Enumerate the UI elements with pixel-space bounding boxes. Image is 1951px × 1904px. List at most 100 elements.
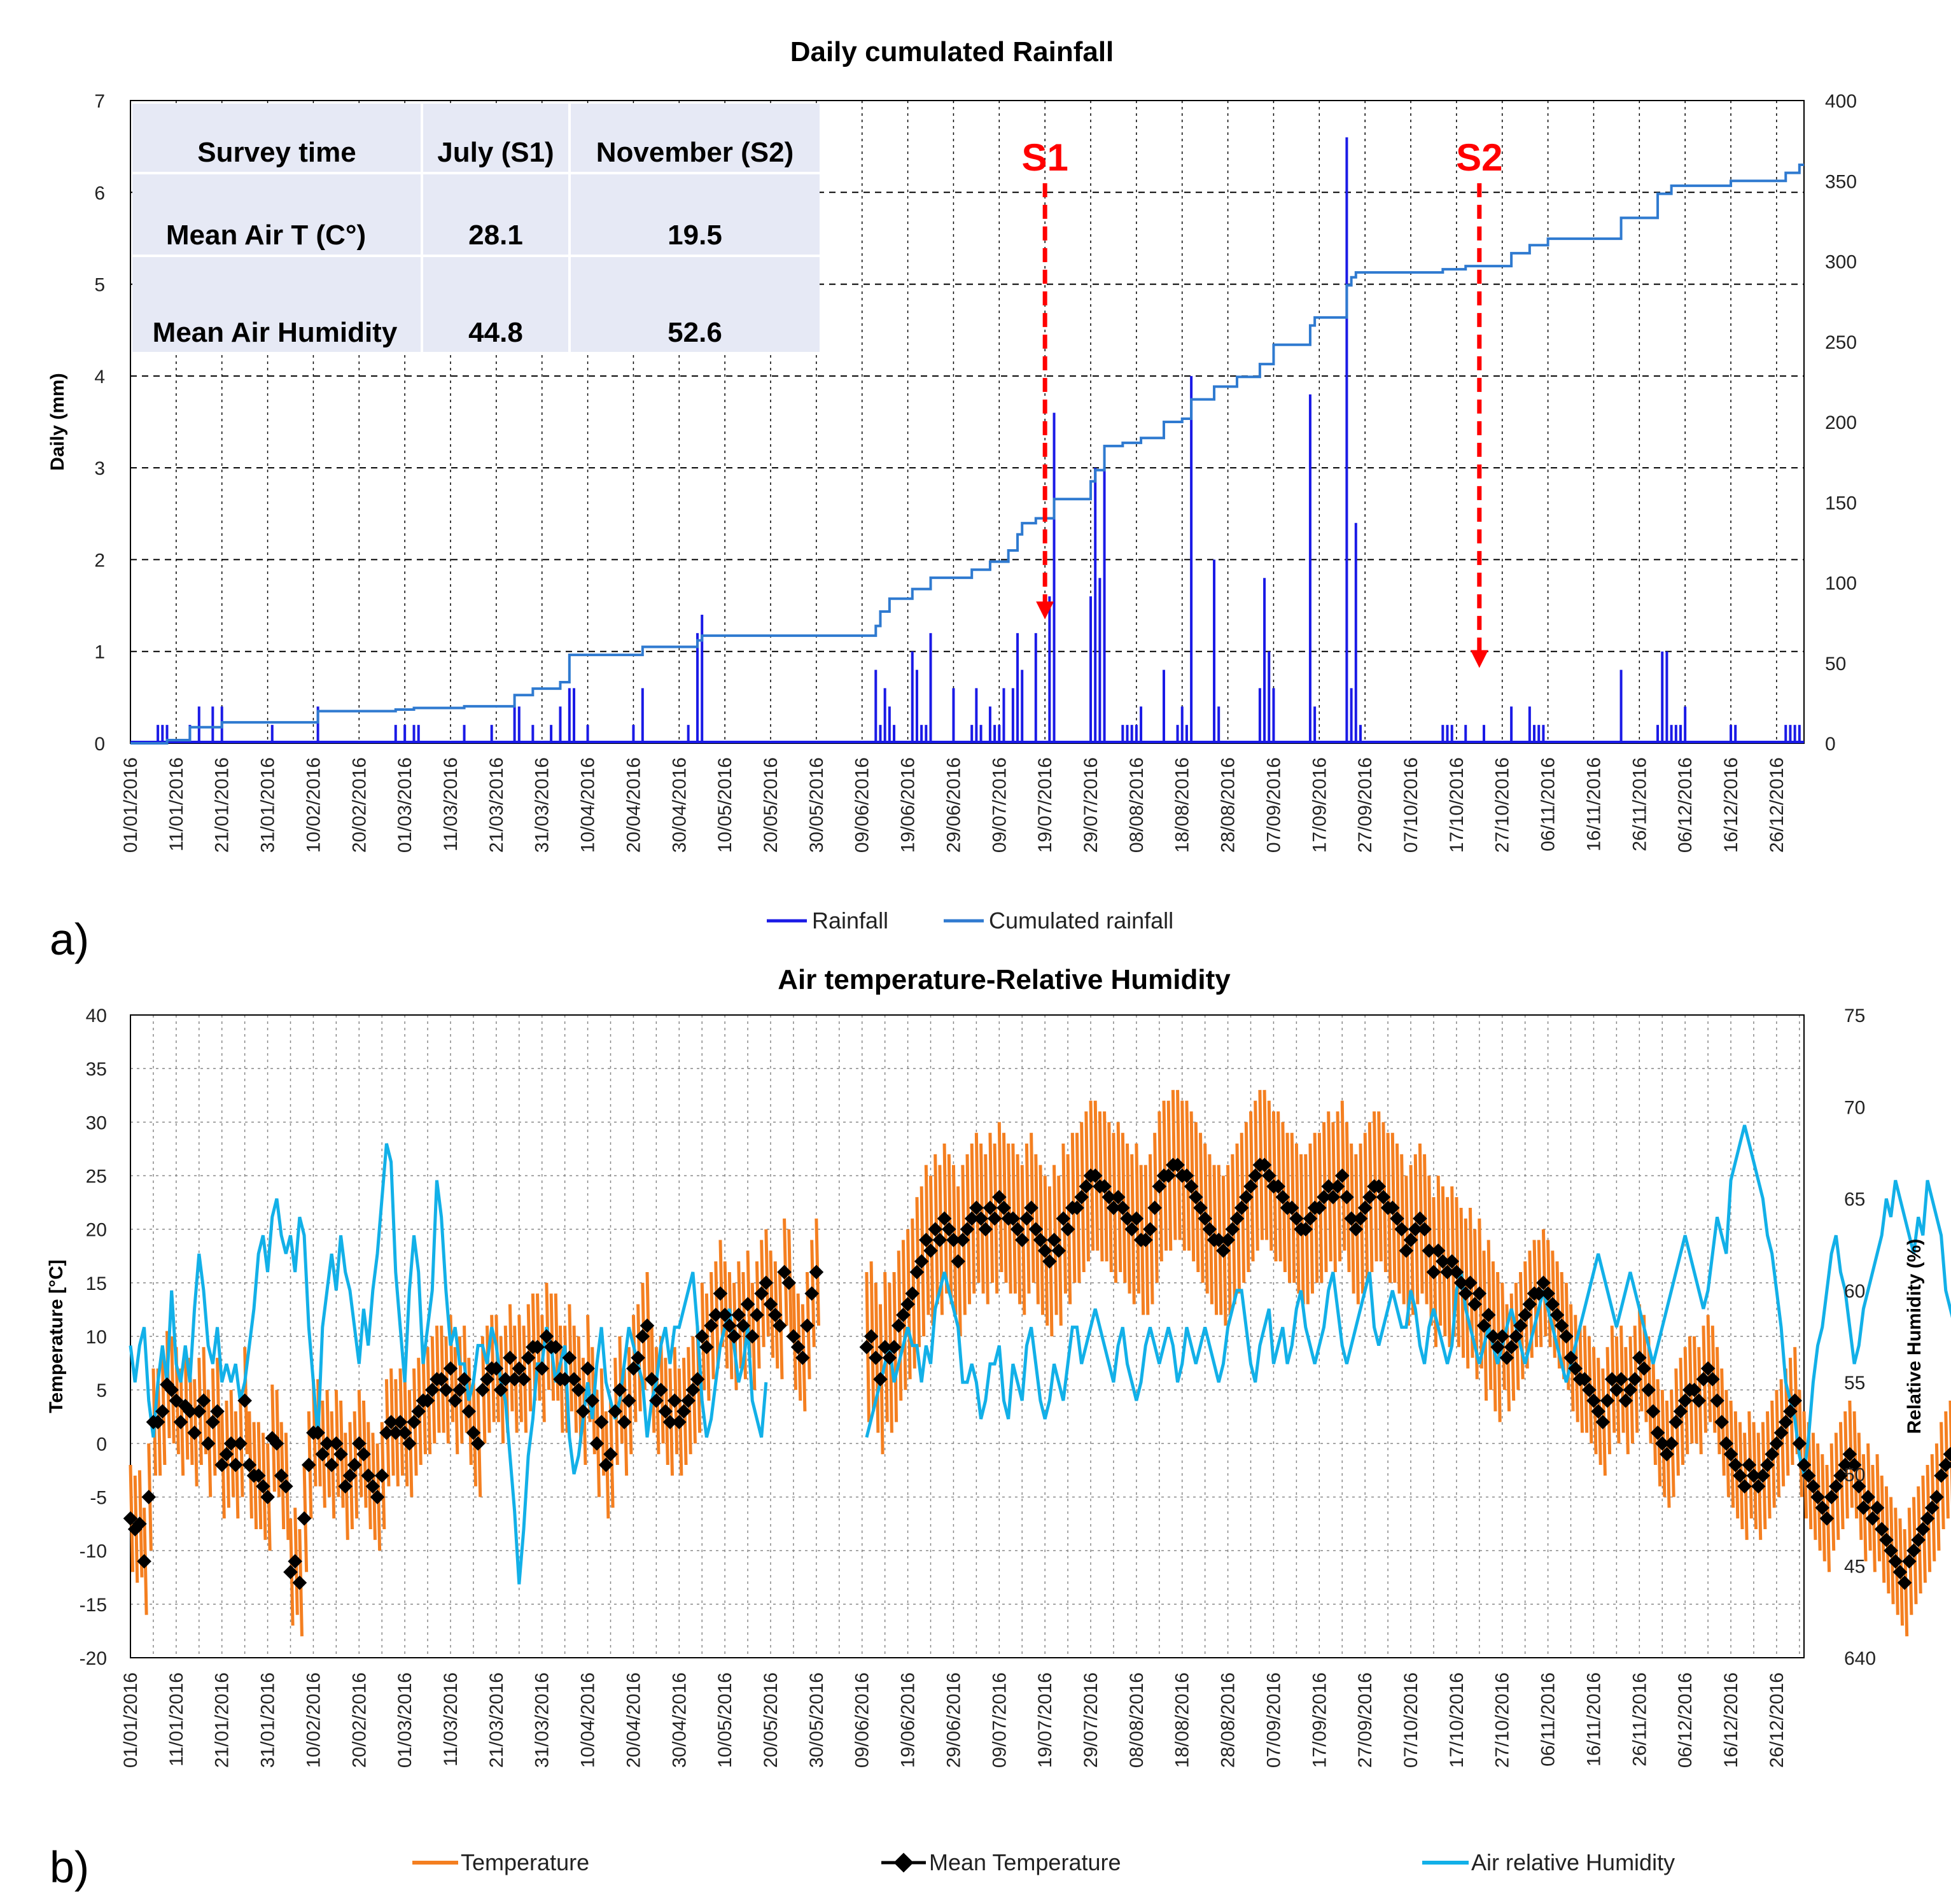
- mean-temperature-point: [750, 1308, 764, 1322]
- mean-temperature-point: [1161, 1168, 1176, 1183]
- mean-temperature-point: [671, 1415, 687, 1429]
- mean-temperature-point: [256, 1479, 270, 1494]
- temperature-x-tick-label: 20/04/2016: [623, 1672, 644, 1768]
- mean-temperature-point: [658, 1404, 673, 1419]
- rainfall-x-tick-label: 16/12/2016: [1721, 757, 1742, 853]
- temperature-chart-title: Air temperature-Relative Humidity: [778, 964, 1231, 995]
- mean-temperature-point: [1892, 1565, 1908, 1579]
- mean-temperature-point: [868, 1350, 883, 1365]
- mean-temperature-point: [878, 1340, 892, 1355]
- temperature-x-tick-label: 17/09/2016: [1309, 1672, 1330, 1768]
- rainfall-y-tick-label: 0: [94, 734, 105, 755]
- rainfall-x-tick-label: 01/01/2016: [120, 757, 141, 853]
- mean-temperature-point: [1865, 1511, 1880, 1526]
- mean-temperature-point: [1239, 1189, 1254, 1205]
- rainfall-x-tick-label: 27/10/2016: [1492, 757, 1513, 853]
- mean-temperature-point: [585, 1393, 600, 1408]
- rainfall-y-tick-label: 5: [94, 275, 105, 296]
- mean-temperature-point: [507, 1372, 522, 1387]
- mean-temperature-point: [351, 1436, 367, 1451]
- rainfall-x-tick-label: 08/08/2016: [1126, 757, 1147, 853]
- mean-temperature-point: [1321, 1179, 1336, 1194]
- temperature-x-tick-label: 31/03/2016: [532, 1672, 553, 1768]
- mean-temperature-point: [384, 1415, 398, 1429]
- cumulated-y-ticks: 0 50 100 150 200 250 300 350 400: [1825, 91, 1857, 755]
- mean-temperature-point: [1513, 1318, 1528, 1333]
- mean-temperature-point: [804, 1286, 819, 1301]
- temperature-x-tick-label: 29/06/2016: [943, 1672, 964, 1768]
- mean-temperature-point: [1646, 1404, 1661, 1419]
- rainfall-y-tick-label: 3: [94, 458, 105, 479]
- mean-temperature-point: [1884, 1543, 1898, 1558]
- rainfall-x-tick-label: 20/02/2016: [349, 757, 370, 853]
- mean-temperature-point: [1120, 1211, 1135, 1226]
- temperature-x-tick-label: 16/11/2016: [1583, 1672, 1604, 1767]
- temperature-x-tick-label: 27/10/2016: [1492, 1672, 1513, 1768]
- mean-temperature-point: [1399, 1243, 1414, 1258]
- temperature-x-tick-label: 30/05/2016: [806, 1672, 827, 1768]
- mean-temperature-point: [713, 1286, 728, 1301]
- temperature-x-tick-label: 01/03/2016: [395, 1672, 416, 1768]
- cumulated-y-tick-label: 150: [1825, 493, 1857, 514]
- legend-label-mean-temperature: Mean Temperature: [929, 1849, 1121, 1875]
- mean-temperature-point: [978, 1222, 993, 1236]
- mean-temperature-point: [1394, 1222, 1409, 1236]
- rainfall-x-tick-label: 30/04/2016: [669, 757, 690, 853]
- rainfall-x-tick-label: 20/04/2016: [623, 757, 644, 853]
- mean-temperature-point: [1792, 1436, 1807, 1451]
- temperature-x-tick-label: 21/01/2016: [212, 1672, 233, 1768]
- mean-temperature-point: [1079, 1179, 1094, 1194]
- mean-temperature-point: [982, 1200, 998, 1215]
- survey-marker-label: S1: [1021, 136, 1068, 179]
- rainfall-y-tick-label: 6: [94, 183, 105, 204]
- mean-temperature-point: [1486, 1329, 1500, 1344]
- mean-temperature-point: [681, 1393, 696, 1408]
- mean-temperature-point: [233, 1436, 248, 1451]
- temperature-x-tick-label: 10/04/2016: [578, 1672, 599, 1768]
- cumulated-y-tick-label: 0: [1825, 734, 1836, 755]
- mean-temperature-point: [1595, 1415, 1611, 1429]
- mean-temperature-point: [347, 1457, 362, 1473]
- mean-temperature-point: [210, 1404, 225, 1419]
- mean-temperature-point: [1888, 1554, 1903, 1569]
- mean-temperature-point: [644, 1372, 659, 1387]
- temperature-y-tick-label: -15: [80, 1595, 107, 1616]
- mean-temperature-point: [329, 1436, 344, 1451]
- temperature-y-axis-label: Temperature [°C]: [46, 1259, 67, 1413]
- rainfall-x-tick-label: 17/10/2016: [1446, 757, 1467, 853]
- mean-temperature-point: [790, 1340, 806, 1355]
- rainfall-y-tick-label: 7: [94, 91, 105, 112]
- mean-temperature-point: [356, 1446, 371, 1462]
- mean-temperature-point: [516, 1372, 531, 1387]
- mean-temperature-point: [521, 1350, 536, 1365]
- temperature-plot-frame: [130, 1014, 1805, 1658]
- temperature-y-tick-label: 35: [86, 1059, 107, 1080]
- mean-temperature-point: [626, 1361, 641, 1376]
- mean-temperature-point: [319, 1436, 335, 1451]
- mean-temperature-point: [1756, 1468, 1770, 1483]
- mean-temperature-point: [909, 1264, 925, 1280]
- mean-temperature-point: [1311, 1200, 1327, 1215]
- mean-temperature-point: [1874, 1522, 1889, 1537]
- legend-label-humidity: Air relative Humidity: [1471, 1849, 1675, 1875]
- mean-temperature-point: [1623, 1382, 1638, 1397]
- humidity-y-tick-label: 70: [1844, 1097, 1865, 1118]
- humidity-y-ticks: 640 45 50 55 60 65 70 75: [1844, 1005, 1876, 1669]
- mean-temperature-point: [370, 1490, 385, 1504]
- mean-temperature-point: [297, 1511, 312, 1526]
- mean-temperature-point: [1225, 1222, 1240, 1236]
- mean-temperature-point: [1728, 1457, 1743, 1473]
- mean-temperature-point: [763, 1297, 778, 1312]
- table-header-survey-time: Survey time: [197, 137, 356, 168]
- mean-temperature-point: [397, 1425, 412, 1440]
- temperature-x-tick-label: 06/11/2016: [1538, 1672, 1559, 1767]
- temperature-x-tick-label: 27/09/2016: [1355, 1672, 1376, 1768]
- mean-temperature-point: [1508, 1329, 1523, 1344]
- mean-temperature-point: [1838, 1457, 1852, 1473]
- cumulated-y-tick-label: 300: [1825, 252, 1857, 273]
- mean-temperature-point: [1559, 1329, 1574, 1344]
- mean-temperature-point: [1531, 1286, 1546, 1301]
- mean-temperature-point: [493, 1382, 508, 1397]
- mean-temperature-point: [1284, 1200, 1299, 1215]
- temperature-legend: Temperature Mean Temperature Air relativ…: [412, 1849, 1675, 1875]
